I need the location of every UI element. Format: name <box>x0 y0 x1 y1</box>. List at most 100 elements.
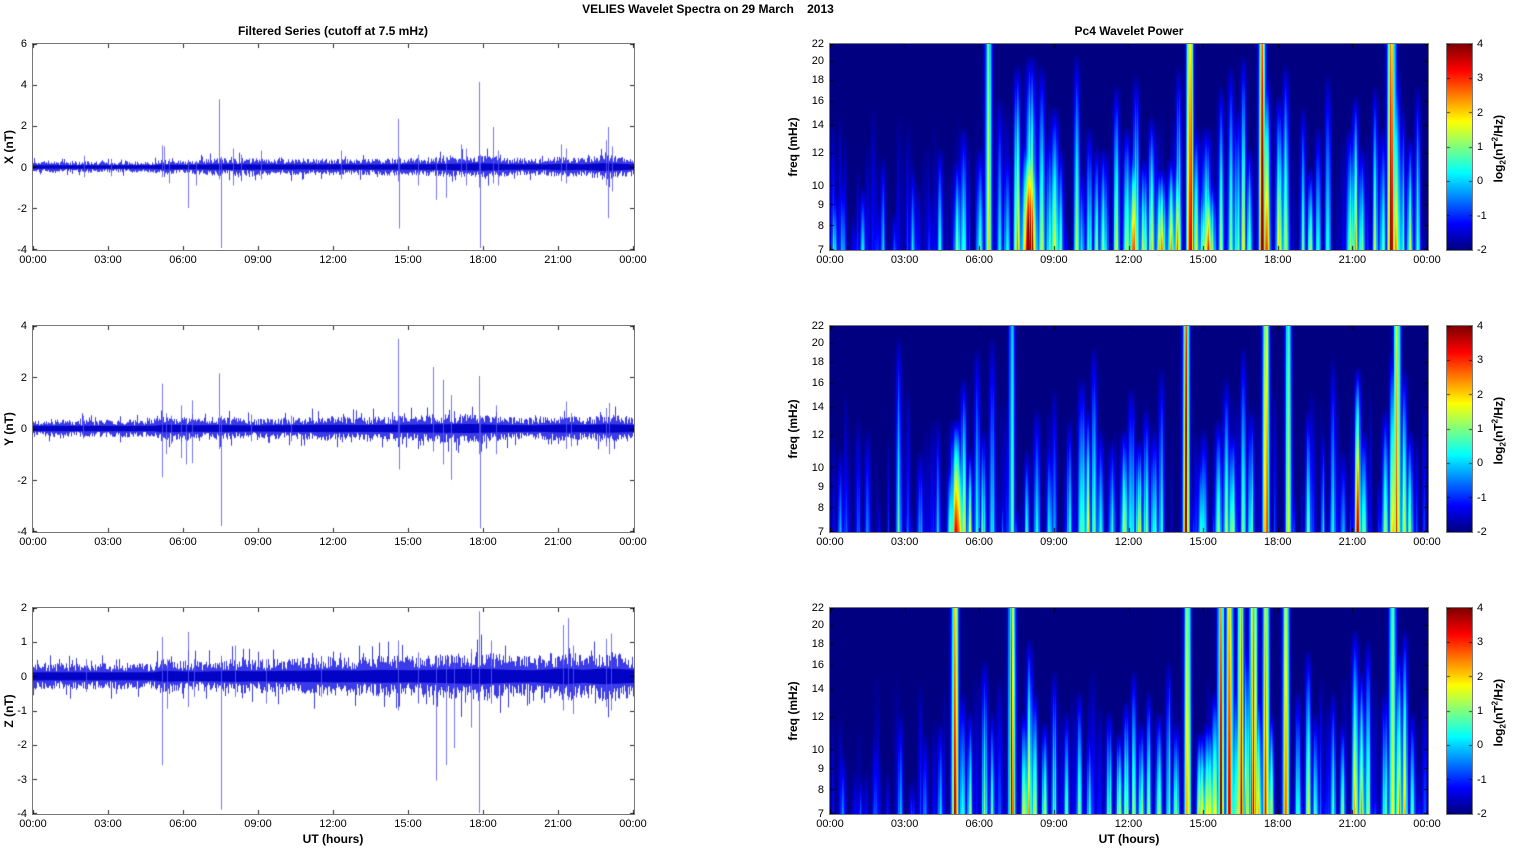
colorbar-tick-label: 0 <box>1477 739 1484 752</box>
x-series-ylabel: X (nT) <box>2 130 16 164</box>
x-tick-label: 06:00 <box>169 536 197 548</box>
colorbar-tick-label: -1 <box>1477 773 1487 786</box>
colorbar-tick-label: 0 <box>1477 175 1484 188</box>
colorbar-canvas-top <box>1446 43 1473 251</box>
y-tick-label: 6 <box>20 38 27 50</box>
colorbar-tick-label: -2 <box>1477 808 1487 820</box>
x-tick-label: 15:00 <box>394 536 422 548</box>
x-tick-label: 03:00 <box>94 536 122 548</box>
colorbar-tick-label: 1 <box>1477 141 1484 153</box>
freq-tick-label: 18 <box>811 638 824 651</box>
y-tick-label: 0 <box>20 161 27 174</box>
x-tick-label: 15:00 <box>1189 254 1217 266</box>
x-series-canvas <box>32 43 635 251</box>
colorbar-canvas-middle <box>1446 325 1473 533</box>
freq-tick-label: 8 <box>817 219 824 232</box>
freq-tick-label: 22 <box>811 320 824 332</box>
freq-tick-label: 14 <box>811 401 824 414</box>
x-tick-label: 00:00 <box>816 536 844 548</box>
z-series-canvas <box>32 607 635 815</box>
x-tick-label: 03:00 <box>890 254 919 266</box>
y-tick-label: -4 <box>17 808 27 820</box>
colorbar-tick-label: 2 <box>1477 670 1484 683</box>
freq-tick-label: 12 <box>811 429 824 442</box>
x-tick-label: 00:00 <box>1413 818 1441 830</box>
x-tick-label: 09:00 <box>1040 536 1068 548</box>
x-tick-label: 12:00 <box>1114 536 1143 548</box>
x-tick-label: 09:00 <box>1040 254 1068 266</box>
x-tick-label: 12:00 <box>1114 818 1143 830</box>
colorbar-canvas-bottom <box>1446 607 1473 815</box>
x-tick-label: 12:00 <box>319 254 347 266</box>
x-tick-label: 21:00 <box>1338 818 1367 830</box>
x-tick-label: 15:00 <box>394 818 422 830</box>
freq-tick-label: 18 <box>811 356 824 369</box>
y-tick-label: 2 <box>20 120 27 133</box>
y-tick-label: -2 <box>17 202 27 215</box>
x-tick-label: 00:00 <box>19 818 47 830</box>
freq-tick-label: 7 <box>817 244 824 256</box>
freq-tick-label: 16 <box>811 377 824 390</box>
x-tick-label: 18:00 <box>1263 536 1292 548</box>
colorbar-tick-label: 3 <box>1477 72 1484 85</box>
y-tick-label: 2 <box>20 602 27 614</box>
colorbar-tick-label: 0 <box>1477 457 1484 470</box>
x-tick-label: 00:00 <box>1413 536 1441 548</box>
x-tick-label: 18:00 <box>469 536 497 548</box>
x-tick-label: 09:00 <box>244 818 272 830</box>
freq-tick-label: 22 <box>811 602 824 614</box>
freq-tick-label: 16 <box>811 95 824 108</box>
x-tick-label: 00:00 <box>19 536 47 548</box>
x-tick-label: 06:00 <box>965 536 994 548</box>
freq-tick-label: 22 <box>811 38 824 50</box>
x-tick-label: 00:00 <box>1413 254 1441 266</box>
colorbar-tick-label: 4 <box>1477 320 1484 332</box>
x-tick-label: 00:00 <box>619 818 647 830</box>
colorbar-tick-label: 4 <box>1477 38 1484 50</box>
y-wavelet-canvas <box>829 325 1429 533</box>
x-tick-label: 09:00 <box>244 254 272 266</box>
left-column-title: Filtered Series (cutoff at 7.5 mHz) <box>237 24 429 38</box>
x-tick-label: 00:00 <box>816 818 844 830</box>
colorbar-tick-label: -2 <box>1477 244 1487 256</box>
freq-tick-label: 18 <box>811 74 824 87</box>
right-x-axis-label: UT (hours) <box>1098 832 1160 846</box>
x-tick-label: 00:00 <box>816 254 844 266</box>
colorbar-tick-label: 2 <box>1477 388 1484 401</box>
freq-tick-label: 8 <box>817 501 824 514</box>
x-tick-label: 09:00 <box>244 536 272 548</box>
y-tick-label: 0 <box>20 423 27 435</box>
x-tick-label: 18:00 <box>469 254 497 266</box>
freq-tick-label: 12 <box>811 147 824 160</box>
freq-tick-label: 20 <box>811 619 824 632</box>
colorbar-tick-label: -1 <box>1477 491 1487 504</box>
colorbar-tick-label: 4 <box>1477 602 1484 614</box>
x-tick-label: 18:00 <box>1263 818 1292 830</box>
right-column-title: Pc4 Wavelet Power <box>1074 24 1184 38</box>
x-tick-label: 21:00 <box>1338 254 1367 266</box>
x-tick-label: 15:00 <box>394 254 422 266</box>
y-tick-label: 0 <box>20 670 27 683</box>
y-tick-label: 4 <box>20 79 27 92</box>
x-tick-label: 03:00 <box>94 818 122 830</box>
freq-tick-label: 20 <box>811 337 824 350</box>
x-tick-label: 06:00 <box>169 254 197 266</box>
freq-tick-label: 7 <box>817 526 824 538</box>
freq-tick-label: 20 <box>811 55 824 68</box>
freq-tick-label: 10 <box>811 461 824 474</box>
x-tick-label: 06:00 <box>169 818 197 830</box>
freq-tick-label: 8 <box>817 783 824 796</box>
x-tick-label: 12:00 <box>1114 254 1143 266</box>
colorbar-tick-label: 1 <box>1477 705 1484 717</box>
colorbar-tick-label: 1 <box>1477 423 1484 435</box>
left-x-axis-label: UT (hours) <box>302 832 364 846</box>
y-series-canvas <box>32 325 635 533</box>
freq-tick-label: 9 <box>817 762 824 775</box>
x-tick-label: 12:00 <box>319 536 347 548</box>
freq-tick-label: 9 <box>817 480 824 493</box>
freq-tick-label: 14 <box>811 119 824 132</box>
y-tick-label: -2 <box>17 739 27 752</box>
y-tick-label: -2 <box>17 474 27 487</box>
x-tick-label: 18:00 <box>1263 254 1292 266</box>
